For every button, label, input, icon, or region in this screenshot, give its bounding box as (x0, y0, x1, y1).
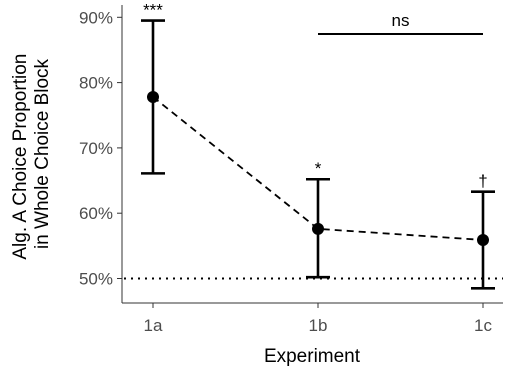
x-axis: 1a 1b 1c (122, 302, 503, 335)
x-ticks: 1a 1b 1c (144, 303, 492, 335)
y-tick-label-60: 60% (79, 204, 113, 223)
y-axis-title: Alg. A Choice Proportion in Whole Choice… (10, 48, 53, 259)
comparison-bracket-label: ns (392, 11, 410, 30)
y-tick-label-80: 80% (79, 74, 113, 93)
y-tick-label-90: 90% (79, 8, 113, 27)
data-point-1b (312, 222, 324, 235)
y-axis: 50% 60% 70% 80% 90% (79, 5, 123, 303)
comparison-bracket: ns (318, 11, 483, 35)
y-tick-label-70: 70% (79, 139, 113, 158)
x-tick-label-1c: 1c (474, 316, 492, 335)
x-tick-label-1b: 1b (309, 316, 328, 335)
data-marks: ****† (141, 1, 495, 290)
significance-label-1a: *** (143, 1, 163, 20)
data-point-1c (477, 233, 489, 246)
y-ticks: 50% 60% 70% 80% 90% (79, 8, 122, 289)
x-tick-label-1a: 1a (144, 316, 163, 335)
y-axis-title-line-1: Alg. A Choice Proportion (10, 54, 31, 260)
x-axis-title: Experiment (264, 346, 361, 367)
data-point-1a (147, 90, 159, 103)
significance-label-1c: † (478, 172, 487, 191)
y-axis-title-line-2: in Whole Choice Block (32, 58, 53, 249)
y-tick-label-50: 50% (79, 270, 113, 289)
significance-label-1b: * (315, 159, 322, 178)
